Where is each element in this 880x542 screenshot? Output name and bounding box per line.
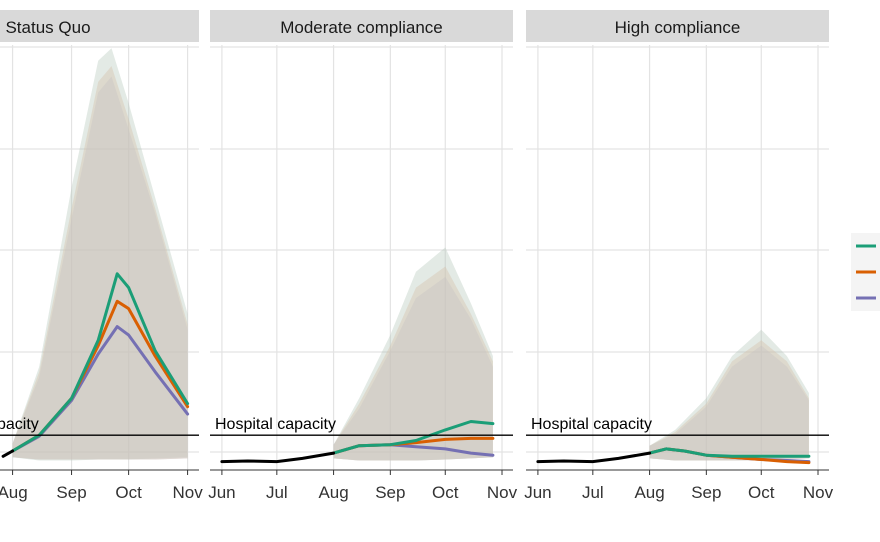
x-tick-label: Aug xyxy=(0,483,28,502)
x-tick-label: Sep xyxy=(56,483,86,502)
x-tick-label: Nov xyxy=(487,483,518,502)
uncertainty-band-1 xyxy=(333,247,493,461)
x-tick-label: Oct xyxy=(432,483,459,502)
panel-title: Moderate compliance xyxy=(280,18,443,37)
uncertainty-band-3 xyxy=(649,345,809,461)
observed-line xyxy=(536,451,652,464)
uncertainty-band-2 xyxy=(649,340,809,461)
grid xyxy=(210,45,513,470)
uncertainty-band-shade-3 xyxy=(12,76,188,460)
x-tick-label: Oct xyxy=(115,483,142,502)
panel-strip xyxy=(526,10,829,42)
legend xyxy=(851,233,880,311)
series-line-1 xyxy=(11,272,190,453)
uncertainty-band-shade-2 xyxy=(12,66,188,460)
uncertainty-band-2 xyxy=(333,266,493,461)
grid xyxy=(526,45,829,470)
x-tick-label: Nov xyxy=(803,483,834,502)
uncertainty-band-shade-2 xyxy=(333,266,493,461)
uncertainty-band-1 xyxy=(649,329,809,461)
uncertainty-band-shade-1 xyxy=(333,247,493,461)
uncertainty-band-2 xyxy=(12,66,188,460)
uncertainty-band-3 xyxy=(333,277,493,461)
panel-1: pacity Aug Sep Oct Nov Status Quo xyxy=(0,10,203,502)
uncertainty-band-3 xyxy=(12,76,188,460)
observed-line xyxy=(1,449,15,458)
series-line-1 xyxy=(332,420,495,455)
panel-title: High compliance xyxy=(615,18,741,37)
x-tick-label: Aug xyxy=(318,483,348,502)
x-tick-label: Jun xyxy=(524,483,551,502)
panel-strip xyxy=(0,10,199,42)
panel-strip xyxy=(210,10,513,42)
x-tick-label: Nov xyxy=(172,483,203,502)
panel-title: Status Quo xyxy=(5,18,90,37)
series-line-1 xyxy=(648,447,811,458)
grid xyxy=(0,45,199,470)
x-tick-label: Oct xyxy=(748,483,775,502)
panel-2: Hospital capacity Jun Jul Aug Sep Oct Nov Moder… xyxy=(208,10,518,502)
uncertainty-band-shade-3 xyxy=(333,277,493,461)
x-tick-label: Sep xyxy=(691,483,721,502)
hospital-capacity-label: Hospital capacity xyxy=(531,416,652,433)
hospital-capacity-label: Hospital capacity xyxy=(215,416,336,433)
x-tick-label: Jul xyxy=(582,483,604,502)
hospital-capacity-label: pacity xyxy=(0,416,39,433)
x-tick-label: Jun xyxy=(208,483,235,502)
x-tick-label: Jul xyxy=(266,483,288,502)
panel-3: Hospital capacity Jun Jul Aug Sep Oct Nov High … xyxy=(524,10,834,502)
x-tick-label: Aug xyxy=(634,483,664,502)
uncertainty-band-shade-2 xyxy=(649,340,809,461)
uncertainty-band-shade-1 xyxy=(649,329,809,461)
uncertainty-band-shade-3 xyxy=(649,345,809,461)
observed-line xyxy=(220,451,336,464)
x-tick-label: Sep xyxy=(375,483,405,502)
